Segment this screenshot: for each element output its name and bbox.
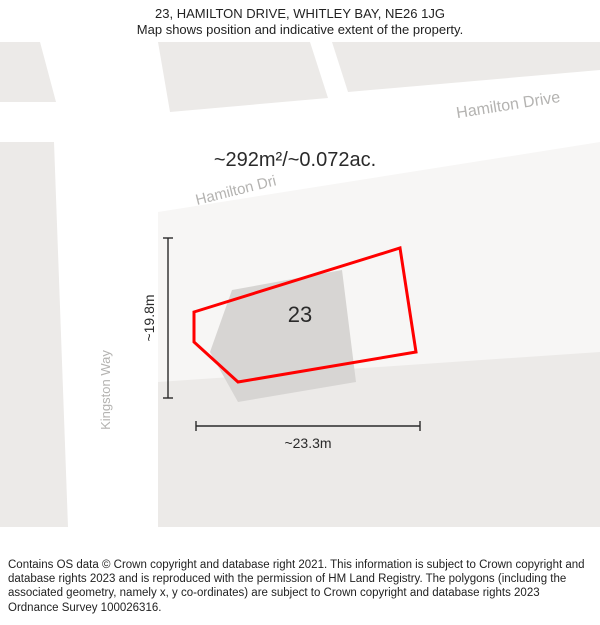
width-measurement: ~23.3m — [284, 435, 331, 451]
map-canvas: Hamilton DriveHamilton DriKingston Way23… — [0, 42, 600, 527]
attribution-footer: Contains OS data © Crown copyright and d… — [0, 552, 600, 625]
height-measurement: ~19.8m — [141, 294, 157, 341]
area-measurement: ~292m²/~0.072ac. — [214, 149, 376, 171]
page-subtitle: Map shows position and indicative extent… — [0, 22, 600, 37]
property-number: 23 — [288, 302, 312, 327]
page-title: 23, HAMILTON DRIVE, WHITLEY BAY, NE26 1J… — [0, 6, 600, 21]
street-label-2: Kingston Way — [98, 350, 113, 430]
map-svg: Hamilton DriveHamilton DriKingston Way23… — [0, 42, 600, 527]
building-3 — [158, 352, 600, 527]
